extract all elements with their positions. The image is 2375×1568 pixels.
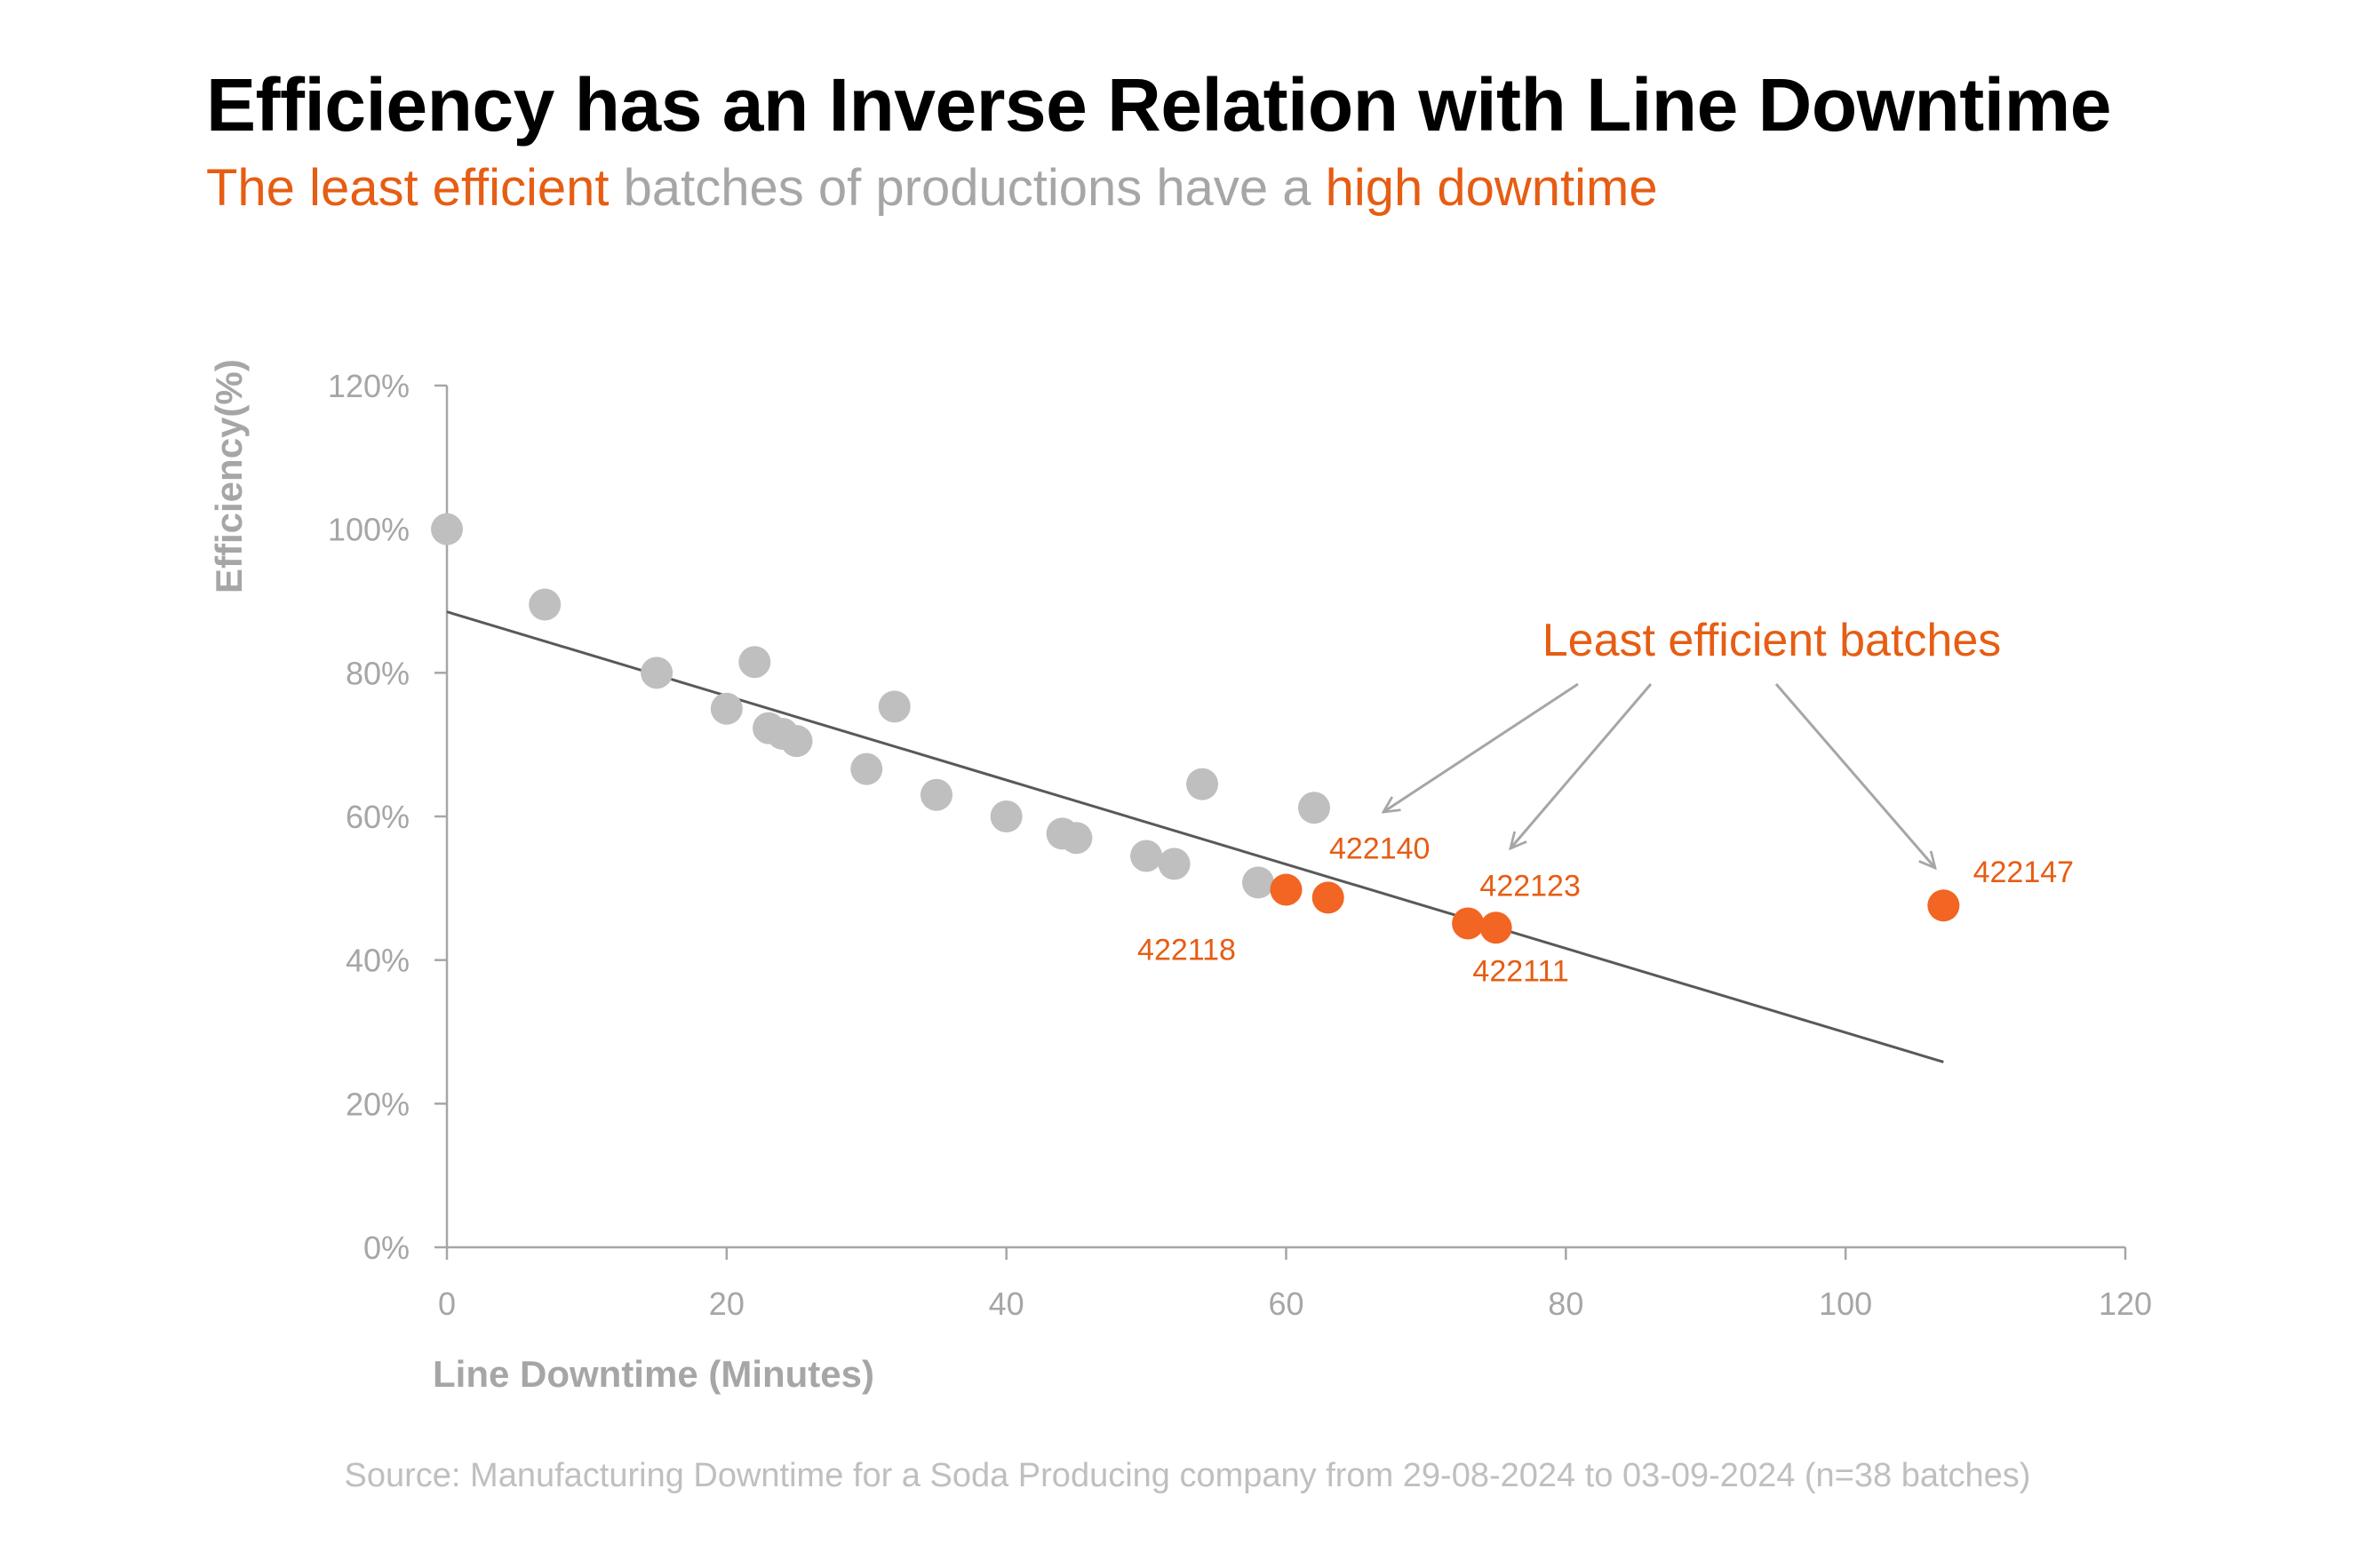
annotation-arrow [1774, 683, 1935, 868]
y-tick-label: 0% [363, 1230, 410, 1266]
annotation-label: Least efficient batches [1542, 615, 2002, 666]
data-point [1297, 792, 1330, 824]
point-label: 422111 [1472, 954, 1568, 988]
y-tick-label: 120% [328, 368, 410, 404]
subtitle-highlight-least-efficient: The least efficient [206, 159, 610, 217]
data-point-highlighted [1452, 907, 1485, 940]
data-point [1158, 848, 1191, 880]
data-points [431, 513, 1960, 944]
axes: 0% 20% 40% 60% 80% 100% 120% 0 20 40 60 80 100 120 Lin… [208, 359, 2152, 1395]
x-tick-label: 0 [438, 1285, 456, 1322]
x-axis-title: Line Downtime (Minutes) [433, 1353, 874, 1395]
data-point [878, 690, 911, 723]
data-point [641, 657, 673, 689]
y-tick-label: 40% [346, 943, 410, 979]
x-tick-label: 100 [1819, 1285, 1872, 1322]
data-point [1242, 866, 1275, 899]
subtitle-middle: batches of productions have a [609, 159, 1326, 217]
point-label: 422118 [1137, 933, 1236, 967]
data-point-highlighted [1927, 889, 1960, 922]
y-tick-label: 20% [346, 1086, 410, 1122]
data-point [1060, 822, 1093, 855]
y-axis-title: Efficiency(%) [208, 359, 250, 593]
x-tick-label: 80 [1548, 1285, 1583, 1322]
point-label: 422123 [1479, 869, 1580, 903]
point-label: 422147 [1973, 856, 2074, 889]
data-point-highlighted [1479, 911, 1512, 944]
x-tick-label: 120 [2099, 1285, 2152, 1322]
data-point [850, 752, 883, 785]
data-point [1186, 768, 1219, 800]
chart-title: Efficiency has an Inverse Relation with … [206, 63, 2112, 147]
y-tick-label: 60% [346, 799, 410, 835]
trendline-group [446, 610, 1944, 1063]
data-point [738, 646, 771, 679]
point-label: 422140 [1329, 832, 1430, 865]
data-point-highlighted [1270, 873, 1303, 906]
trendline [446, 610, 1944, 1063]
x-tick-label: 60 [1268, 1285, 1303, 1322]
data-point [990, 800, 1023, 832]
data-point [529, 588, 562, 621]
annotation-group: Least efficient batches [1383, 615, 2001, 868]
y-tick-label: 80% [346, 655, 410, 691]
data-point-highlighted [1311, 881, 1344, 914]
y-tick-label: 100% [328, 512, 410, 548]
x-tick-label: 20 [709, 1285, 745, 1322]
chart-subtitle: The least efficient batches of productio… [206, 158, 1658, 218]
annotation-arrow [1383, 682, 1579, 812]
data-point [431, 513, 463, 545]
data-point [1130, 840, 1163, 872]
data-point [710, 692, 743, 725]
x-tick-label: 40 [989, 1285, 1024, 1322]
data-point [780, 725, 813, 758]
subtitle-highlight-high-downtime: high downtime [1325, 159, 1658, 217]
point-labels: 422118 422140 422123 422111 422147 [1137, 832, 2074, 988]
data-point [920, 778, 952, 811]
annotation-arrow [1510, 683, 1653, 848]
source-note: Source: Manufacturing Downtime for a Sod… [344, 1457, 2031, 1494]
